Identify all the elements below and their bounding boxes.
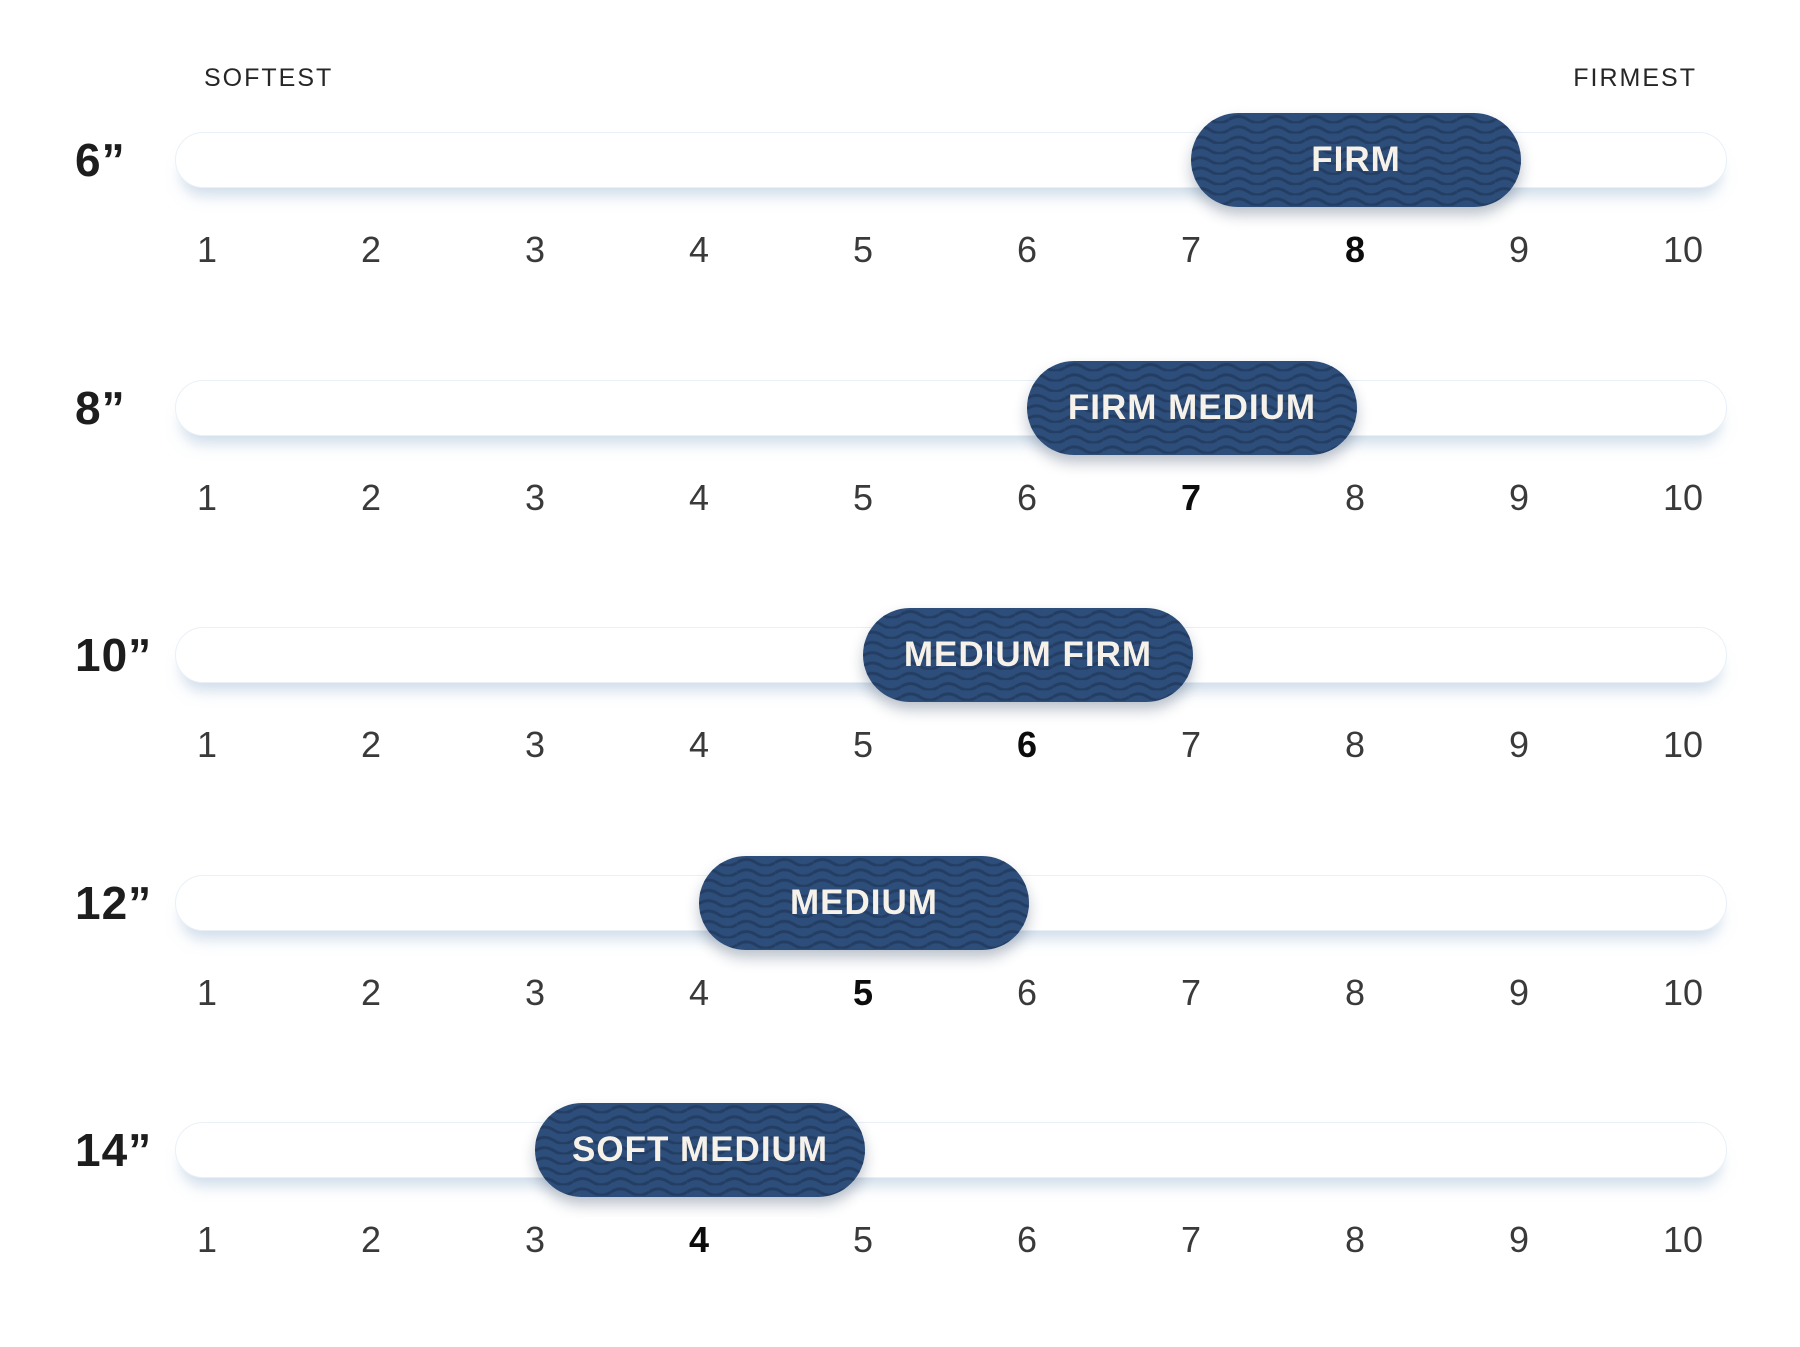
firmness-pill-label: SOFT MEDIUM <box>572 1130 828 1169</box>
scale-number: 2 <box>360 972 382 1013</box>
scale-number: 3 <box>524 1219 546 1260</box>
size-label: 12” <box>75 877 153 929</box>
size-label: 6” <box>75 134 126 186</box>
scale-number: 5 <box>852 1219 874 1260</box>
scale-number-selected: 6 <box>1016 724 1038 765</box>
scale-number: 10 <box>1662 1219 1704 1260</box>
firmness-row-14in: 14” SOFT MEDIUM 1 2 3 4 5 6 7 8 9 10 <box>0 1103 1800 1322</box>
scale-number-selected: 8 <box>1344 229 1366 270</box>
firmness-row-10in: 10” MEDIUM FIRM 1 2 3 4 5 6 7 8 9 10 <box>0 608 1800 827</box>
firmest-label: FIRMEST <box>1573 64 1697 92</box>
scale-ticks: 1 2 3 4 5 6 7 8 9 10 <box>175 1220 1727 1264</box>
scale-number: 7 <box>1180 724 1202 765</box>
scale-number: 3 <box>524 477 546 518</box>
firmness-pill[interactable]: FIRM MEDIUM <box>1027 361 1357 455</box>
scale-number: 8 <box>1344 724 1366 765</box>
size-label: 10” <box>75 629 153 681</box>
scale-number: 5 <box>852 477 874 518</box>
firmness-track: FIRM MEDIUM <box>175 361 1727 455</box>
scale-number: 9 <box>1508 724 1530 765</box>
scale-number: 4 <box>688 477 710 518</box>
scale-number: 4 <box>688 972 710 1013</box>
scale-number: 3 <box>524 724 546 765</box>
scale-number: 8 <box>1344 477 1366 518</box>
scale-number: 1 <box>196 477 218 518</box>
scale-number: 4 <box>688 724 710 765</box>
scale-number: 3 <box>524 972 546 1013</box>
scale-number: 7 <box>1180 229 1202 270</box>
wave-texture-icon <box>1027 361 1357 455</box>
scale-ticks: 1 2 3 4 5 6 7 8 9 10 <box>175 230 1727 274</box>
scale-number-selected: 5 <box>852 972 874 1013</box>
scale-number: 2 <box>360 229 382 270</box>
scale-number: 6 <box>1016 972 1038 1013</box>
scale-number: 8 <box>1344 972 1366 1013</box>
scale-number: 1 <box>196 972 218 1013</box>
firmness-pill[interactable]: MEDIUM FIRM <box>863 608 1193 702</box>
scale-number: 6 <box>1016 477 1038 518</box>
scale-number: 7 <box>1180 972 1202 1013</box>
scale-number: 5 <box>852 724 874 765</box>
firmness-track: MEDIUM <box>175 856 1727 950</box>
scale-number: 3 <box>524 229 546 270</box>
scale-number: 2 <box>360 1219 382 1260</box>
firmness-row-6in: 6” FIRM 1 2 3 4 5 6 7 8 9 10 <box>0 113 1800 332</box>
firmness-pill-label: MEDIUM FIRM <box>903 635 1153 674</box>
scale-number: 7 <box>1180 1219 1202 1260</box>
scale-number: 6 <box>1016 229 1038 270</box>
firmness-pill[interactable]: SOFT MEDIUM <box>535 1103 865 1197</box>
scale-ticks: 1 2 3 4 5 6 7 8 9 10 <box>175 973 1727 1017</box>
scale-ticks: 1 2 3 4 5 6 7 8 9 10 <box>175 725 1727 769</box>
firmness-pill[interactable]: MEDIUM <box>699 856 1029 950</box>
firmness-row-12in: 12” MEDIUM 1 2 3 4 5 6 7 8 9 10 <box>0 856 1800 1075</box>
wave-texture-icon <box>863 608 1193 702</box>
scale-number: 1 <box>196 724 218 765</box>
scale-number-selected: 4 <box>688 1219 710 1260</box>
scale-number: 10 <box>1662 477 1704 518</box>
scale-number-selected: 7 <box>1180 477 1202 518</box>
firmness-pill-label: MEDIUM <box>790 883 938 922</box>
scale-number: 10 <box>1662 229 1704 270</box>
scale-number: 9 <box>1508 972 1530 1013</box>
scale-number: 9 <box>1508 1219 1530 1260</box>
size-label: 14” <box>75 1124 153 1176</box>
wave-texture-icon <box>1191 113 1521 207</box>
scale-number: 6 <box>1016 1219 1038 1260</box>
firmness-pill-label: FIRM <box>1311 140 1401 179</box>
size-label: 8” <box>75 382 126 434</box>
scale-number: 1 <box>196 1219 218 1260</box>
softest-label: SOFTEST <box>204 64 334 92</box>
scale-number: 9 <box>1508 229 1530 270</box>
wave-texture-icon <box>535 1103 865 1197</box>
firmness-track: FIRM <box>175 113 1727 207</box>
scale-number: 4 <box>688 229 710 270</box>
scale-number: 9 <box>1508 477 1530 518</box>
scale-ticks: 1 2 3 4 5 6 7 8 9 10 <box>175 478 1727 522</box>
scale-number: 8 <box>1344 1219 1366 1260</box>
scale-number: 10 <box>1662 724 1704 765</box>
scale-number: 5 <box>852 229 874 270</box>
scale-number: 2 <box>360 477 382 518</box>
scale-number: 1 <box>196 229 218 270</box>
firmness-pill[interactable]: FIRM <box>1191 113 1521 207</box>
scale-number: 10 <box>1662 972 1704 1013</box>
firmness-row-8in: 8” FIRM MEDIUM 1 2 3 4 5 6 7 8 9 10 <box>0 361 1800 580</box>
firmness-track: SOFT MEDIUM <box>175 1103 1727 1197</box>
firmness-track: MEDIUM FIRM <box>175 608 1727 702</box>
firmness-pill-label: FIRM MEDIUM <box>1067 388 1317 427</box>
scale-number: 2 <box>360 724 382 765</box>
wave-texture-icon <box>699 856 1029 950</box>
